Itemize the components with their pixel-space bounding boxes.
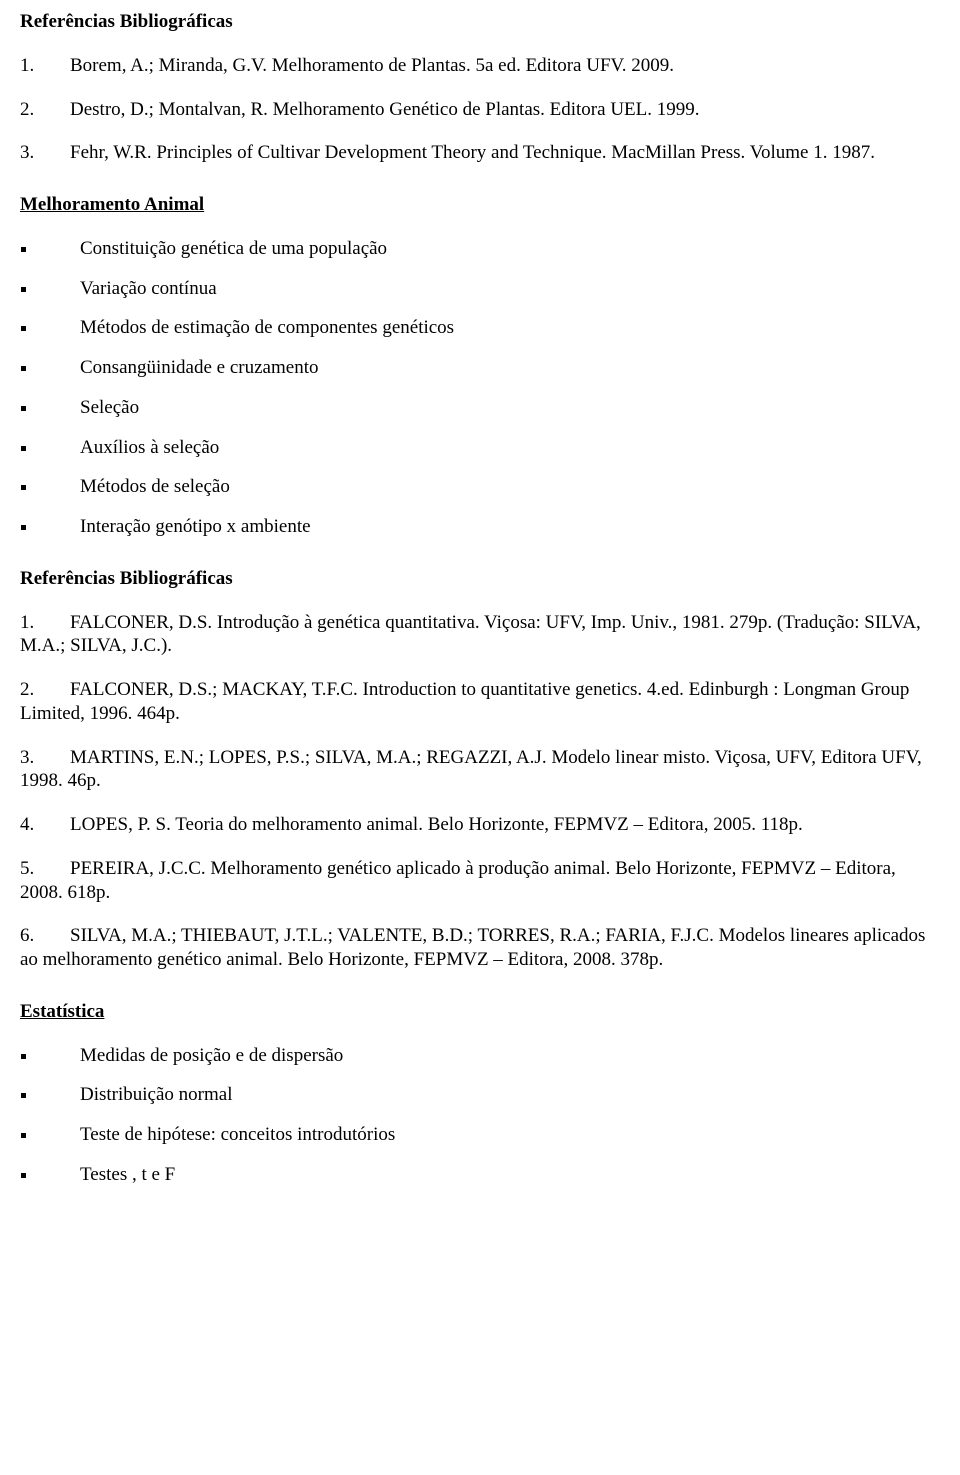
reference-text: Fehr, W.R. Principles of Cultivar Develo…	[70, 142, 875, 163]
reference-item: 6.SILVA, M.A.; THIEBAUT, J.T.L.; VALENTE…	[20, 924, 940, 972]
reference-number: 1.	[20, 54, 70, 78]
list-item: Métodos de seleção	[38, 475, 940, 499]
list-item: Consangüinidade e cruzamento	[38, 356, 940, 380]
reference-item: 3.Fehr, W.R. Principles of Cultivar Deve…	[20, 141, 940, 165]
reference-text: MARTINS, E.N.; LOPES, P.S.; SILVA, M.A.;…	[20, 747, 922, 792]
list-item: Interação genótipo x ambiente	[38, 515, 940, 539]
heading-melhoramento-animal: Melhoramento Animal	[20, 193, 940, 217]
list-item: Teste de hipótese: conceitos introdutóri…	[38, 1123, 940, 1147]
reference-item: 3.MARTINS, E.N.; LOPES, P.S.; SILVA, M.A…	[20, 746, 940, 794]
reference-text: FALCONER, D.S.; MACKAY, T.F.C. Introduct…	[20, 679, 909, 724]
reference-item: 1.FALCONER, D.S. Introdução à genética q…	[20, 611, 940, 659]
list-item: Distribuição normal	[38, 1083, 940, 1107]
list-item: Variação contínua	[38, 277, 940, 301]
reference-text: Borem, A.; Miranda, G.V. Melhoramento de…	[70, 55, 674, 76]
heading-estatistica: Estatística	[20, 1000, 940, 1024]
reference-number: 2.	[20, 678, 70, 702]
list-item: Testes , t e F	[38, 1163, 940, 1187]
reference-item: 2.Destro, D.; Montalvan, R. Melhoramento…	[20, 98, 940, 122]
list-item: Seleção	[38, 396, 940, 420]
reference-number: 1.	[20, 611, 70, 635]
topic-list-animal: Constituição genética de uma população V…	[20, 237, 940, 539]
reference-item: 5.PEREIRA, J.C.C. Melhoramento genético …	[20, 857, 940, 905]
reference-number: 3.	[20, 746, 70, 770]
list-item: Métodos de estimação de componentes gené…	[38, 316, 940, 340]
heading-references-1: Referências Bibliográficas	[20, 10, 940, 34]
reference-text: Destro, D.; Montalvan, R. Melhoramento G…	[70, 99, 700, 120]
list-item: Auxílios à seleção	[38, 436, 940, 460]
reference-number: 6.	[20, 924, 70, 948]
reference-number: 2.	[20, 98, 70, 122]
reference-item: 4.LOPES, P. S. Teoria do melhoramento an…	[20, 813, 940, 837]
list-item: Medidas de posição e de dispersão	[38, 1044, 940, 1068]
topic-list-estatistica: Medidas de posição e de dispersão Distri…	[20, 1044, 940, 1187]
reference-item: 1.Borem, A.; Miranda, G.V. Melhoramento …	[20, 54, 940, 78]
reference-item: 2.FALCONER, D.S.; MACKAY, T.F.C. Introdu…	[20, 678, 940, 726]
reference-number: 4.	[20, 813, 70, 837]
reference-text: SILVA, M.A.; THIEBAUT, J.T.L.; VALENTE, …	[20, 925, 925, 970]
reference-text: LOPES, P. S. Teoria do melhoramento anim…	[70, 814, 803, 835]
list-item: Constituição genética de uma população	[38, 237, 940, 261]
reference-text: FALCONER, D.S. Introdução à genética qua…	[20, 612, 921, 657]
heading-references-2: Referências Bibliográficas	[20, 567, 940, 591]
reference-number: 3.	[20, 141, 70, 165]
reference-number: 5.	[20, 857, 70, 881]
reference-text: PEREIRA, J.C.C. Melhoramento genético ap…	[20, 858, 896, 903]
